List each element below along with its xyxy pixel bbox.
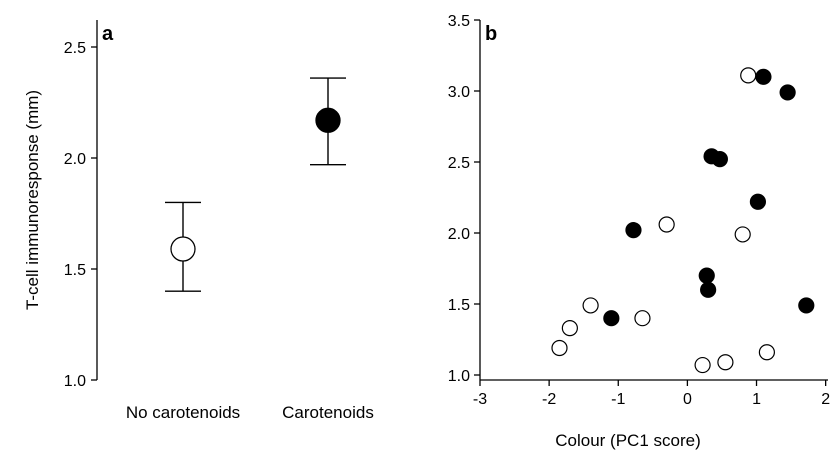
panel-b-filled-point (698, 267, 715, 284)
panel-b-y-tick-label: 1.5 (448, 297, 470, 314)
panel-a-mean-marker-filled (315, 107, 341, 133)
panel-b-y-tick-label: 3.0 (448, 84, 470, 101)
panel-b-y-tick-label: 2.0 (448, 226, 470, 243)
panel-b-y-tick-label: 2.5 (448, 155, 470, 172)
panel-b-filled-point (603, 310, 620, 327)
panel-b-open-point (694, 356, 711, 374)
panel-b: 1.0 1.5 2.0 2.5 3.0 3.5 -3 -2 -1 0 1 2 b Colour (P… (448, 13, 830, 450)
panel-b-x-tick-label: -2 (542, 391, 556, 408)
panel-b-open-point (551, 339, 568, 357)
panel-a-y-tick-label: 2.0 (64, 151, 86, 168)
panel-b-filled-point (749, 193, 767, 210)
panel-b-open-point (734, 226, 751, 243)
panel-b-x-tick-label: -1 (611, 391, 625, 408)
panel-b-open-point (634, 310, 651, 327)
panel-b-x-axis-title: Colour (PC1 score) (555, 431, 701, 450)
panel-b-x-tick-label: 1 (752, 391, 761, 408)
panel-b-y-tick-label: 3.5 (448, 13, 470, 30)
panel-b-x-tick-label: 0 (683, 391, 692, 408)
panel-a: 1.01.52.02.5 T-cell immunoresponse (mm) … (23, 20, 374, 422)
panel-b-open-point (717, 354, 734, 371)
panel-a-category-label-no-carotenoids: No carotenoids (126, 403, 240, 422)
panel-b-open-point (758, 344, 775, 361)
panel-b-open-point (561, 320, 578, 337)
panel-a-y-tick-label: 2.5 (64, 40, 86, 57)
panel-b-filled-point (755, 68, 772, 85)
panel-b-open-point (740, 67, 757, 84)
panel-b-filled-point (798, 297, 815, 314)
panel-b-open-point (658, 216, 675, 233)
panel-b-filled-point (700, 281, 717, 298)
panel-a-category-label-carotenoids: Carotenoids (282, 403, 374, 422)
panel-a-mean-marker-open (170, 236, 196, 262)
panel-b-filled-point (779, 84, 796, 101)
panel-b-label: b (485, 23, 497, 45)
panel-b-x-tick-label: -3 (473, 391, 487, 408)
panel-b-filled-point (625, 222, 642, 239)
panel-b-y-tick-label: 1.0 (448, 368, 470, 385)
panel-b-filled-point (711, 151, 728, 168)
panel-b-x-tick-label: 2 (821, 391, 830, 408)
panel-a-y-tick-label: 1.5 (64, 262, 86, 279)
panel-b-open-point (582, 297, 599, 314)
panel-a-label: a (102, 23, 114, 45)
panel-a-y-tick-label: 1.0 (64, 373, 86, 390)
panel-a-y-axis-title: T-cell immunoresponse (mm) (23, 90, 42, 310)
